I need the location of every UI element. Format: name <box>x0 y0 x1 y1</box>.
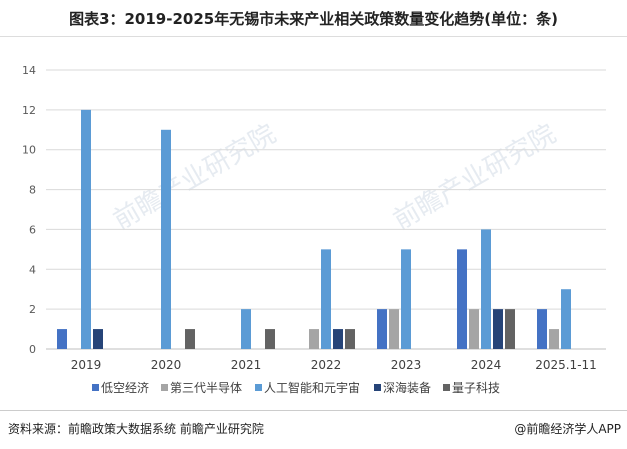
x-tick-label: 2022 <box>311 358 342 372</box>
watermark: 前瞻产业研究院 <box>389 119 562 236</box>
bar <box>537 309 547 349</box>
bar <box>81 109 91 349</box>
legend-label: 人工智能和元宇宙 <box>264 380 360 395</box>
x-tick-label: 2023 <box>391 358 422 372</box>
y-tick-label: 14 <box>22 64 36 77</box>
bar <box>161 129 171 349</box>
x-tick-label: 2020 <box>151 358 182 372</box>
legend-label: 低空经济 <box>101 380 149 395</box>
bar <box>493 309 503 349</box>
x-tick-label: 2024 <box>471 358 502 372</box>
legend-swatch <box>374 384 381 391</box>
bar <box>57 329 67 349</box>
chart-title: 图表3：2019-2025年无锡市未来产业相关政策数量变化趋势(单位：条) <box>69 10 558 28</box>
bar <box>549 329 559 349</box>
bar <box>241 309 251 349</box>
y-tick-label: 8 <box>29 184 36 197</box>
bar <box>321 249 331 349</box>
x-tick-label: 2019 <box>71 358 102 372</box>
bar <box>345 329 355 349</box>
y-tick-label: 4 <box>29 263 36 276</box>
bar <box>401 249 411 349</box>
y-tick-label: 0 <box>29 343 36 356</box>
x-tick-label: 2021 <box>231 358 262 372</box>
bar <box>457 249 467 349</box>
y-tick-label: 10 <box>22 144 36 157</box>
bar <box>561 289 571 349</box>
bar <box>93 329 103 349</box>
bar <box>377 309 387 349</box>
divider <box>0 36 627 37</box>
y-tick-label: 2 <box>29 303 36 316</box>
legend-swatch <box>161 384 168 391</box>
bar <box>265 329 275 349</box>
brand-label: @前瞻经济学人APP <box>514 422 621 436</box>
legend-swatch <box>443 384 450 391</box>
y-tick-label: 12 <box>22 104 36 117</box>
bar <box>469 309 479 349</box>
bar <box>309 329 319 349</box>
legend-label: 深海装备 <box>383 380 431 395</box>
bar-chart: 前瞻产业研究院 前瞻产业研究院 0 2 4 6 8 10 12 14 2019 2020 2021 202… <box>22 64 606 395</box>
watermark: 前瞻产业研究院 <box>109 119 282 236</box>
y-tick-label: 6 <box>29 223 36 236</box>
source-note: 资料来源：前瞻政策大数据系统 前瞻产业研究院 <box>8 422 264 436</box>
divider <box>0 410 627 411</box>
bar <box>505 309 515 349</box>
bar <box>389 309 399 349</box>
x-tick-label: 2025.1-11 <box>535 358 597 372</box>
bar <box>333 329 343 349</box>
legend-swatch <box>92 384 99 391</box>
legend-label: 量子科技 <box>452 381 500 395</box>
bar <box>481 229 491 349</box>
bar <box>185 329 195 349</box>
legend-swatch <box>255 384 262 391</box>
legend-label: 第三代半导体 <box>170 381 242 395</box>
